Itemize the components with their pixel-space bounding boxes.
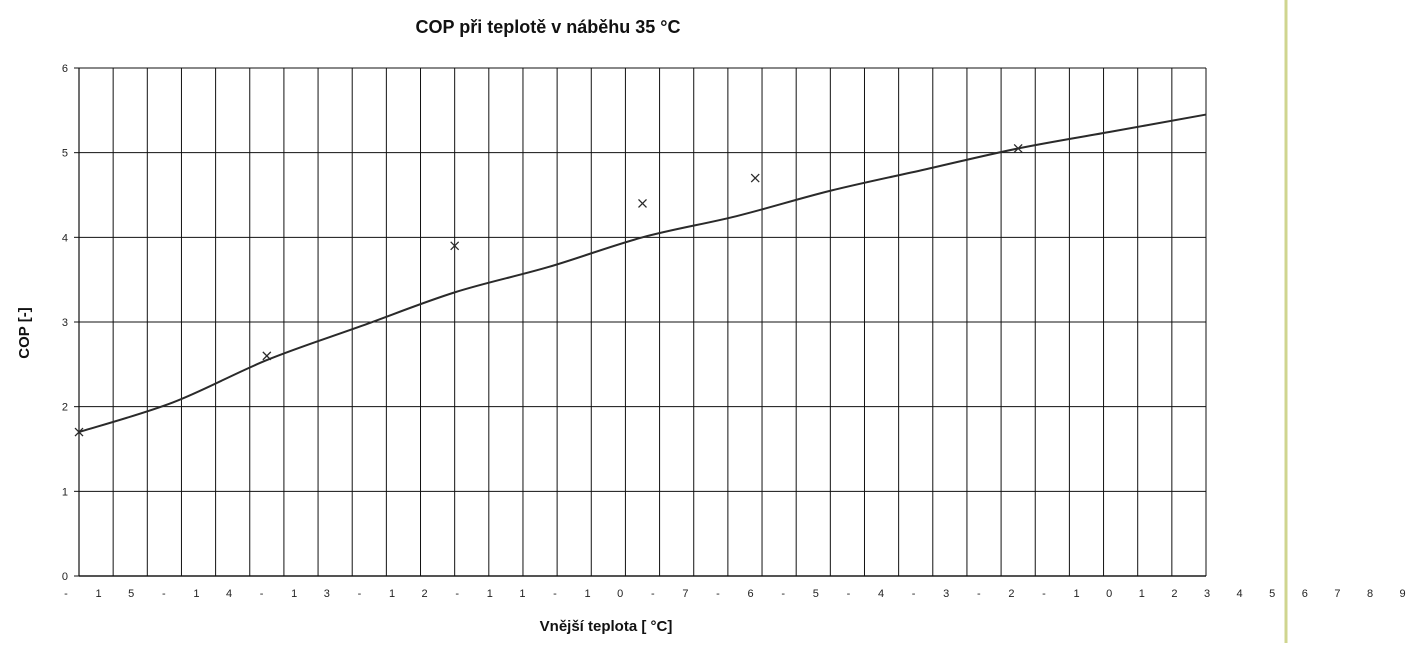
- x-tick-label: 1: [1139, 588, 1145, 600]
- data-point: [638, 199, 647, 208]
- x-tick-label: -: [553, 588, 557, 600]
- x-tick-label: 2: [1171, 588, 1177, 600]
- x-tick-label: -: [977, 588, 981, 600]
- x-tick-label: -: [781, 588, 785, 600]
- x-tick-label: 7: [682, 588, 688, 600]
- x-tick-labels: - 1 5 - 1 4 - 1 3 - 1 2 - 1 1 - 1 0 - 7 - 6 - 5 - 4 - 3 - 2 - 1 0 1 2 3 4 5 6 7…: [64, 588, 1405, 600]
- x-tick-label: -: [716, 588, 720, 600]
- x-tick-label: -: [64, 588, 68, 600]
- data-point: [1013, 143, 1023, 153]
- x-tick-label: 1: [96, 588, 102, 600]
- point-marker-stroke: [262, 351, 272, 361]
- x-tick-label: -: [455, 588, 459, 600]
- x-tick-label: 4: [1237, 588, 1243, 600]
- axis-layer: [74, 67, 1206, 577]
- x-tick-label: 4: [226, 588, 232, 600]
- x-tick-label: 3: [324, 588, 330, 600]
- y-tick-label: 0: [62, 571, 68, 583]
- x-tick-label: 1: [585, 588, 591, 600]
- y-tick-label: 2: [62, 402, 68, 414]
- data-point: [450, 241, 460, 251]
- x-tick-label: 8: [1367, 588, 1373, 600]
- point-marker-stroke: [74, 427, 84, 437]
- x-tick-label: 9: [1400, 588, 1406, 600]
- y-axis-title: COP [-]: [16, 307, 33, 358]
- x-tick-label: -: [260, 588, 264, 600]
- point-marker-stroke: [450, 241, 460, 251]
- x-tick-label: 2: [1008, 588, 1014, 600]
- point-marker-stroke: [638, 199, 647, 208]
- x-tick-label: 2: [422, 588, 428, 600]
- data-point: [74, 427, 84, 437]
- x-tick-label: 7: [1334, 588, 1340, 600]
- x-tick-label: 5: [813, 588, 819, 600]
- y-tick-label: 5: [62, 148, 68, 160]
- x-tick-label: -: [847, 588, 851, 600]
- y-tick-label: 1: [62, 486, 68, 498]
- x-tick-label: 6: [1302, 588, 1308, 600]
- data-point: [750, 173, 760, 183]
- x-tick-label: 1: [519, 588, 525, 600]
- x-tick-label: -: [162, 588, 166, 600]
- x-tick-label: 0: [617, 588, 623, 600]
- data-point: [262, 351, 272, 361]
- x-tick-label: 1: [1074, 588, 1080, 600]
- y-tick-label: 4: [62, 232, 68, 244]
- chart-title: COP při teplotě v náběhu 35 °C: [416, 17, 681, 37]
- x-tick-label: 0: [1106, 588, 1112, 600]
- point-marker-stroke: [1013, 143, 1023, 153]
- x-tick-label: 1: [389, 588, 395, 600]
- x-tick-label: 6: [748, 588, 754, 600]
- x-tick-label: 3: [943, 588, 949, 600]
- x-tick-label: 5: [1269, 588, 1275, 600]
- y-tick-labels: 0 1 2 3 4 5 6: [62, 63, 68, 583]
- y-tick-label: 6: [62, 63, 68, 75]
- y-tick-label: 3: [62, 317, 68, 329]
- x-tick-label: -: [1042, 588, 1046, 600]
- x-tick-label: 1: [487, 588, 493, 600]
- x-tick-label: 1: [193, 588, 199, 600]
- point-marker-stroke: [750, 173, 760, 183]
- x-tick-label: 3: [1204, 588, 1210, 600]
- x-tick-label: 1: [291, 588, 297, 600]
- x-tick-label: 4: [878, 588, 884, 600]
- x-tick-label: -: [358, 588, 362, 600]
- marker-layer: [74, 143, 1023, 437]
- x-tick-label: 5: [128, 588, 134, 600]
- x-axis-title: Vnější teplota [ °C]: [540, 618, 673, 635]
- x-tick-label: -: [912, 588, 916, 600]
- x-tick-label: -: [651, 588, 655, 600]
